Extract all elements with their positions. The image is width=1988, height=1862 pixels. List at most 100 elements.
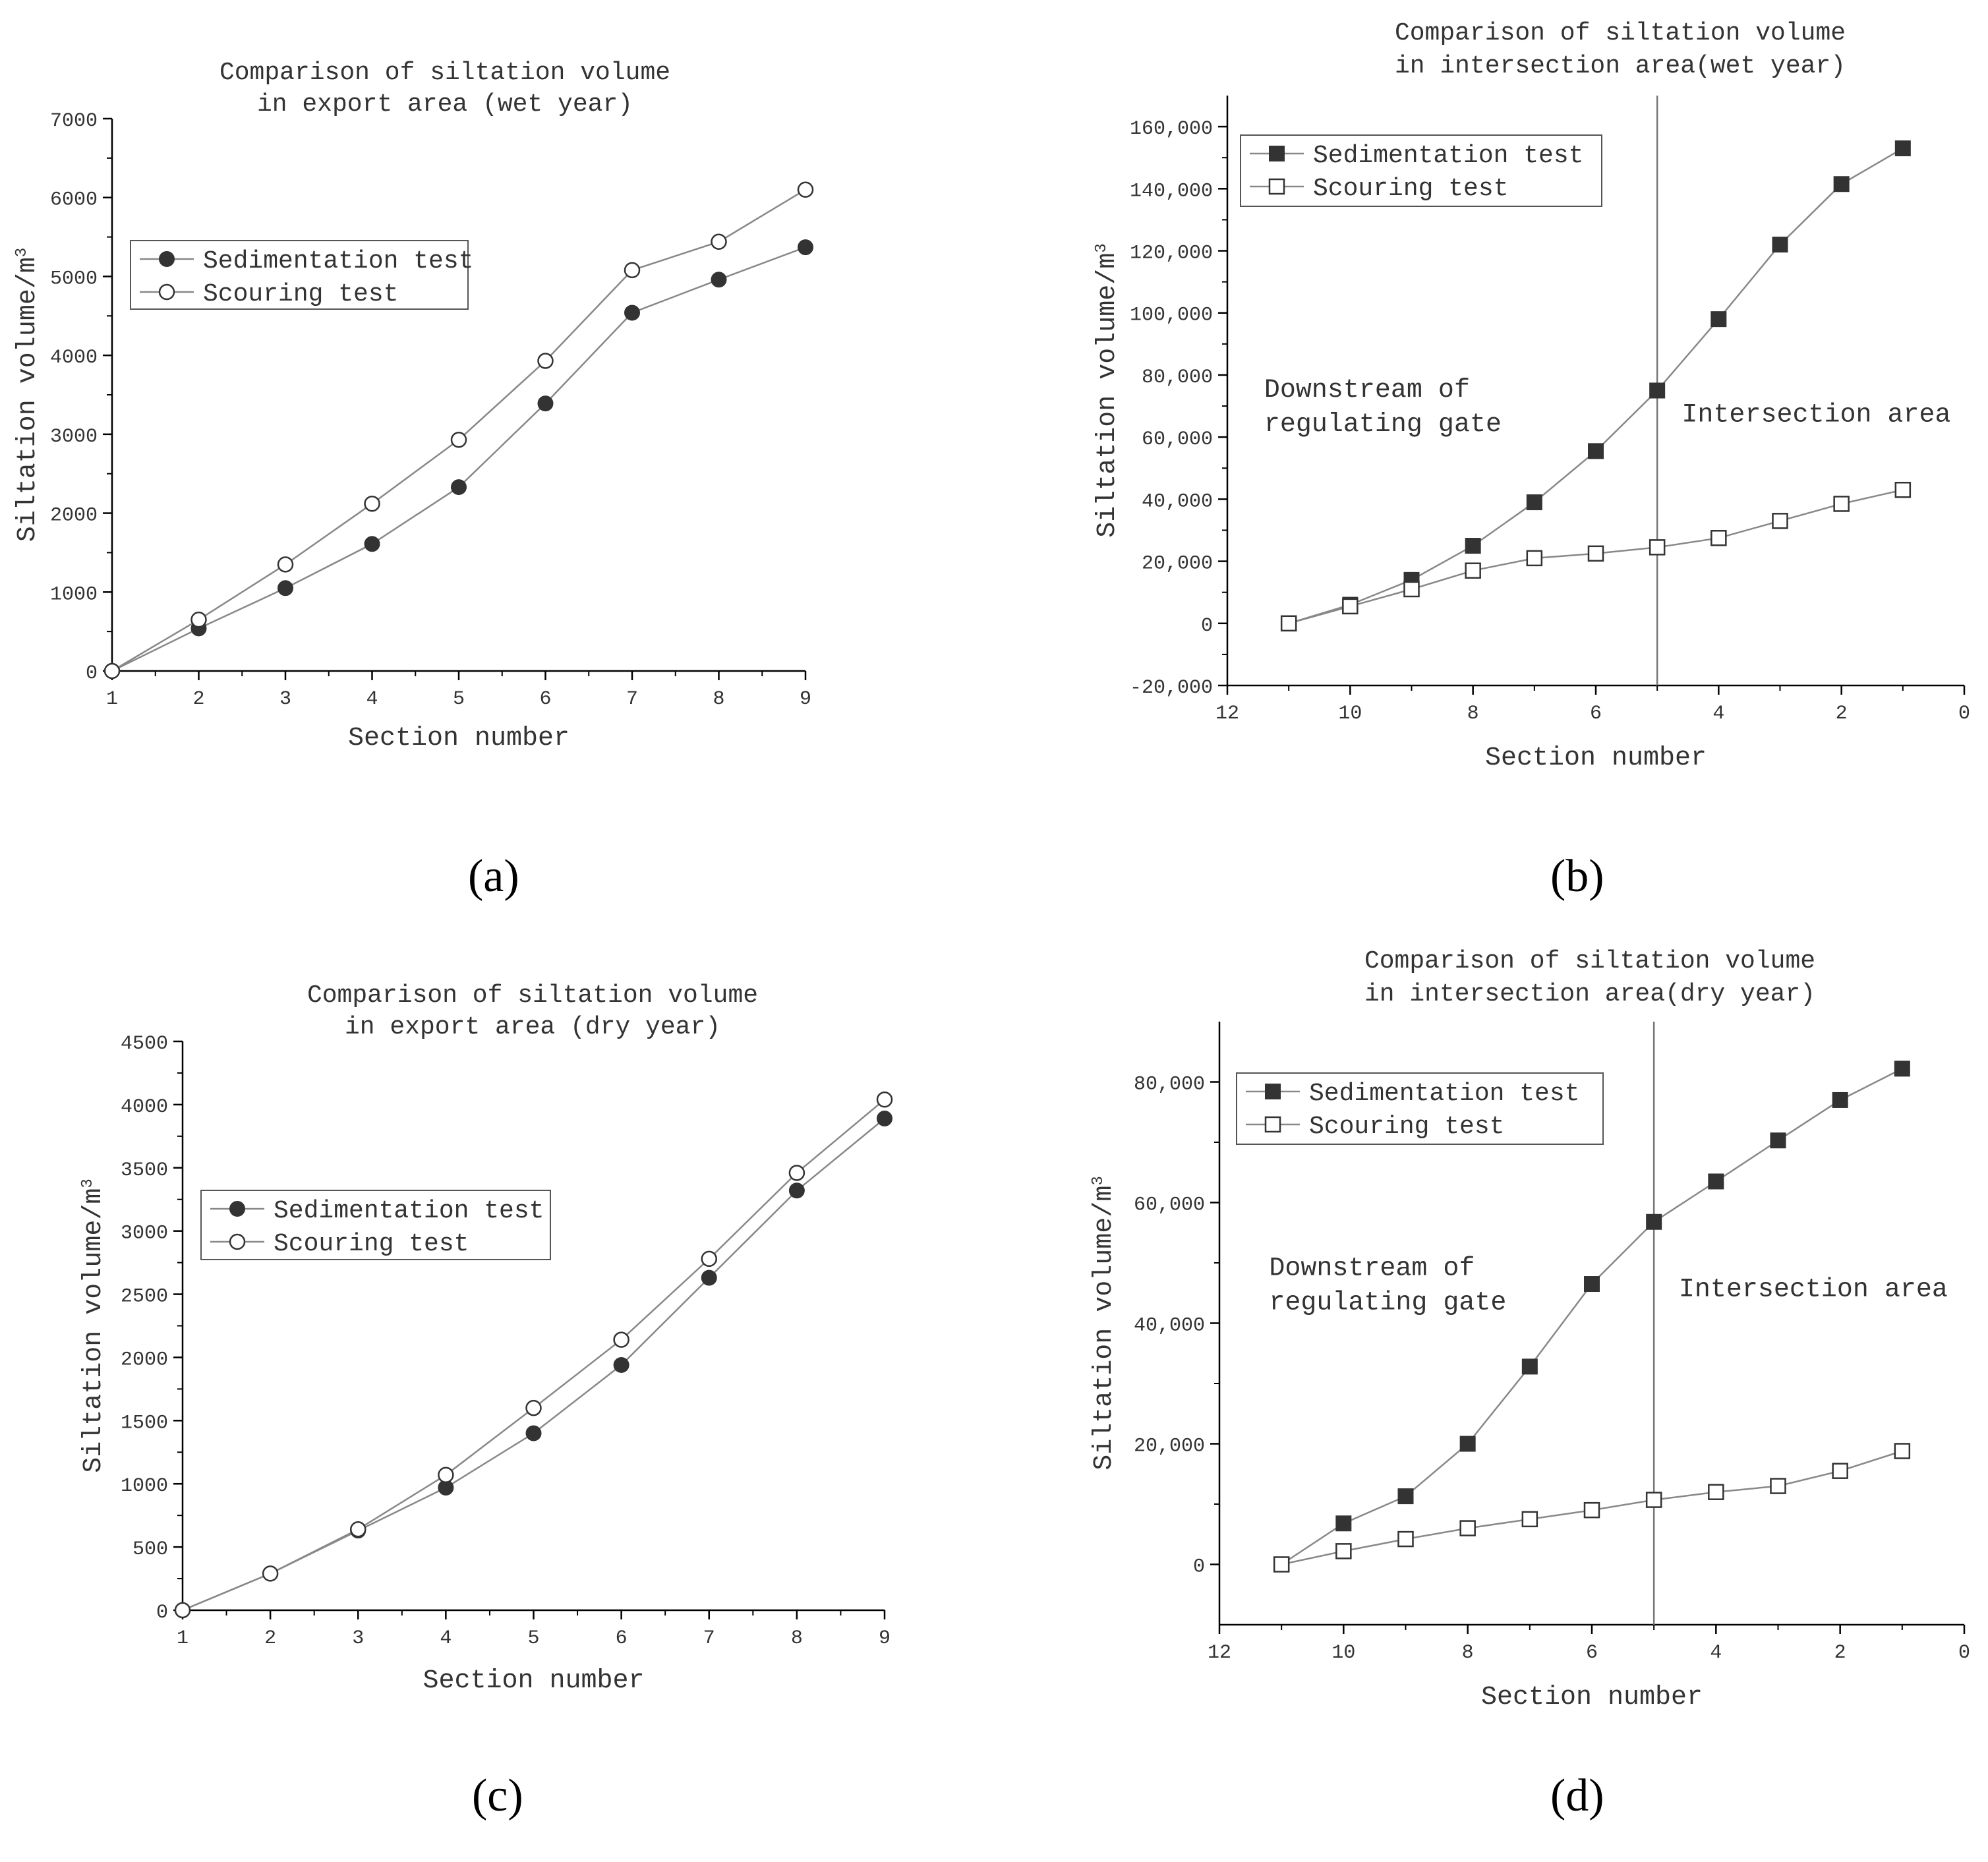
- y-tick-label: 20,000: [1142, 553, 1213, 575]
- data-point-scouring: [797, 181, 814, 198]
- x-tick-label: 7: [703, 1627, 715, 1650]
- chart-export-wet: Comparison of siltation volume in export …: [13, 59, 814, 753]
- data-point-scouring: [450, 431, 467, 448]
- x-tick-label: 6: [1590, 703, 1602, 725]
- data-point-sedimentation: [278, 580, 293, 596]
- chart-title-line: in export area (wet year): [257, 90, 633, 119]
- y-tick-label: 100,000: [1130, 305, 1213, 327]
- data-point-scouring: [1342, 598, 1359, 615]
- region-annotation: Intersection area: [1679, 1275, 1948, 1304]
- data-point-sedimentation: [1649, 382, 1666, 399]
- data-point-sedimentation: [1526, 494, 1542, 511]
- y-tick-label: 160,000: [1130, 118, 1213, 140]
- legend-box: [200, 1190, 551, 1260]
- series-line-scouring: [182, 1099, 885, 1612]
- data-point-scouring: [711, 233, 727, 250]
- chart-title-line: Comparison of siltation volume: [1364, 947, 1815, 975]
- data-point-scouring: [190, 611, 207, 628]
- y-tick-label: 140,000: [1130, 180, 1213, 202]
- x-tick-label: 2: [1836, 703, 1848, 725]
- y-tick-label: 60,000: [1134, 1194, 1205, 1217]
- data-point-sedimentation: [451, 479, 467, 496]
- y-tick-label: 0: [1201, 615, 1213, 637]
- data-point-sedimentation: [798, 239, 813, 256]
- y-tick-label: 40,000: [1134, 1315, 1205, 1337]
- y-tick-label: 0: [86, 662, 98, 685]
- data-point-scouring: [1894, 481, 1912, 498]
- data-point-sedimentation: [877, 1110, 892, 1126]
- legend-marker: [229, 1233, 246, 1250]
- y-tick-label: 40,000: [1142, 490, 1213, 513]
- y-tick-label: 80,000: [1134, 1074, 1205, 1096]
- legend-entry-label: Scouring test: [1313, 175, 1508, 203]
- y-tick-label: 1000: [50, 583, 98, 606]
- x-tick-label: 6: [616, 1627, 628, 1650]
- legend-box: [1236, 1072, 1604, 1145]
- chart-title-line: Comparison of siltation volume: [1395, 19, 1846, 47]
- x-tick-label: 8: [713, 688, 724, 711]
- x-tick-label: 4: [1710, 1642, 1722, 1664]
- region-annotation: Intersection area: [1681, 401, 1950, 430]
- data-point-scouring: [1459, 1520, 1476, 1536]
- data-point-scouring: [438, 1467, 454, 1484]
- x-tick-label: 4: [366, 688, 378, 711]
- data-point-scouring: [1645, 1492, 1662, 1508]
- x-tick-label: 4: [1712, 703, 1724, 725]
- y-tick-label: 1500: [121, 1412, 168, 1434]
- y-tick-label: 0: [1193, 1556, 1205, 1579]
- y-tick-label: 3000: [121, 1223, 168, 1245]
- data-point-sedimentation: [364, 536, 380, 552]
- legend-marker: [1264, 1116, 1281, 1133]
- data-point-sedimentation: [1459, 1436, 1476, 1452]
- legend-marker: [1268, 178, 1285, 195]
- y-tick-label: 2500: [121, 1286, 168, 1308]
- x-tick-label: 8: [791, 1627, 803, 1650]
- y-tick-label: -20,000: [1130, 677, 1213, 699]
- data-point-sedimentation: [525, 1425, 542, 1441]
- legend-entry-label: Sedimentation test: [203, 247, 473, 276]
- legend-box: [130, 240, 469, 310]
- y-axis-label: Siltation volume/m3: [13, 248, 44, 542]
- x-tick-label: 1: [106, 688, 118, 711]
- x-tick-label: 12: [1215, 703, 1239, 725]
- y-tick-label: 5000: [50, 268, 98, 290]
- y-tick-label: 80,000: [1142, 366, 1213, 389]
- data-point-scouring: [1403, 581, 1420, 598]
- chart-title-line: Comparison of siltation volume: [307, 981, 758, 1010]
- y-axis-label: Siltation volume/m3: [79, 1178, 109, 1472]
- data-point-scouring: [1587, 545, 1604, 562]
- data-point-scouring: [1770, 1478, 1786, 1494]
- y-tick-label: 4000: [50, 347, 98, 369]
- chart-export-dry: Comparison of siltation volume in export …: [79, 981, 893, 1696]
- data-point-sedimentation: [613, 1356, 629, 1373]
- data-point-scouring: [1526, 550, 1543, 567]
- x-tick-label: 9: [879, 1627, 891, 1650]
- x-tick-label: 5: [527, 1627, 539, 1650]
- y-tick-label: 2000: [50, 505, 98, 527]
- data-point-scouring: [174, 1602, 191, 1619]
- chart-intersection-wet: Comparison of siltation volume in interse…: [1093, 19, 1971, 773]
- x-tick-label: 2: [264, 1627, 276, 1650]
- data-point-sedimentation: [1335, 1515, 1352, 1532]
- y-tick-label: 3500: [121, 1159, 168, 1182]
- data-point-scouring: [876, 1091, 893, 1108]
- legend-marker: [1265, 1084, 1281, 1099]
- data-point-sedimentation: [1833, 176, 1850, 192]
- region-annotation: regulating gate: [1269, 1288, 1506, 1318]
- data-point-sedimentation: [1584, 1276, 1600, 1293]
- data-point-scouring: [1273, 1556, 1290, 1573]
- chart-title-line: in export area (dry year): [345, 1013, 720, 1041]
- panel-label-b: (b): [1550, 851, 1604, 902]
- y-tick-label: 4500: [121, 1033, 168, 1055]
- data-point-sedimentation: [1832, 1091, 1848, 1108]
- y-tick-label: 7000: [50, 110, 98, 132]
- data-point-scouring: [1832, 1463, 1848, 1479]
- data-point-sedimentation: [1770, 1132, 1786, 1149]
- data-point-sedimentation: [1588, 443, 1604, 459]
- legend-entry-label: Scouring test: [274, 1230, 469, 1258]
- legend-entry-label: Sedimentation test: [274, 1197, 544, 1225]
- data-point-scouring: [1335, 1543, 1352, 1559]
- x-tick-label: 9: [800, 688, 811, 711]
- data-point-sedimentation: [1521, 1358, 1538, 1375]
- data-point-scouring: [1583, 1501, 1600, 1519]
